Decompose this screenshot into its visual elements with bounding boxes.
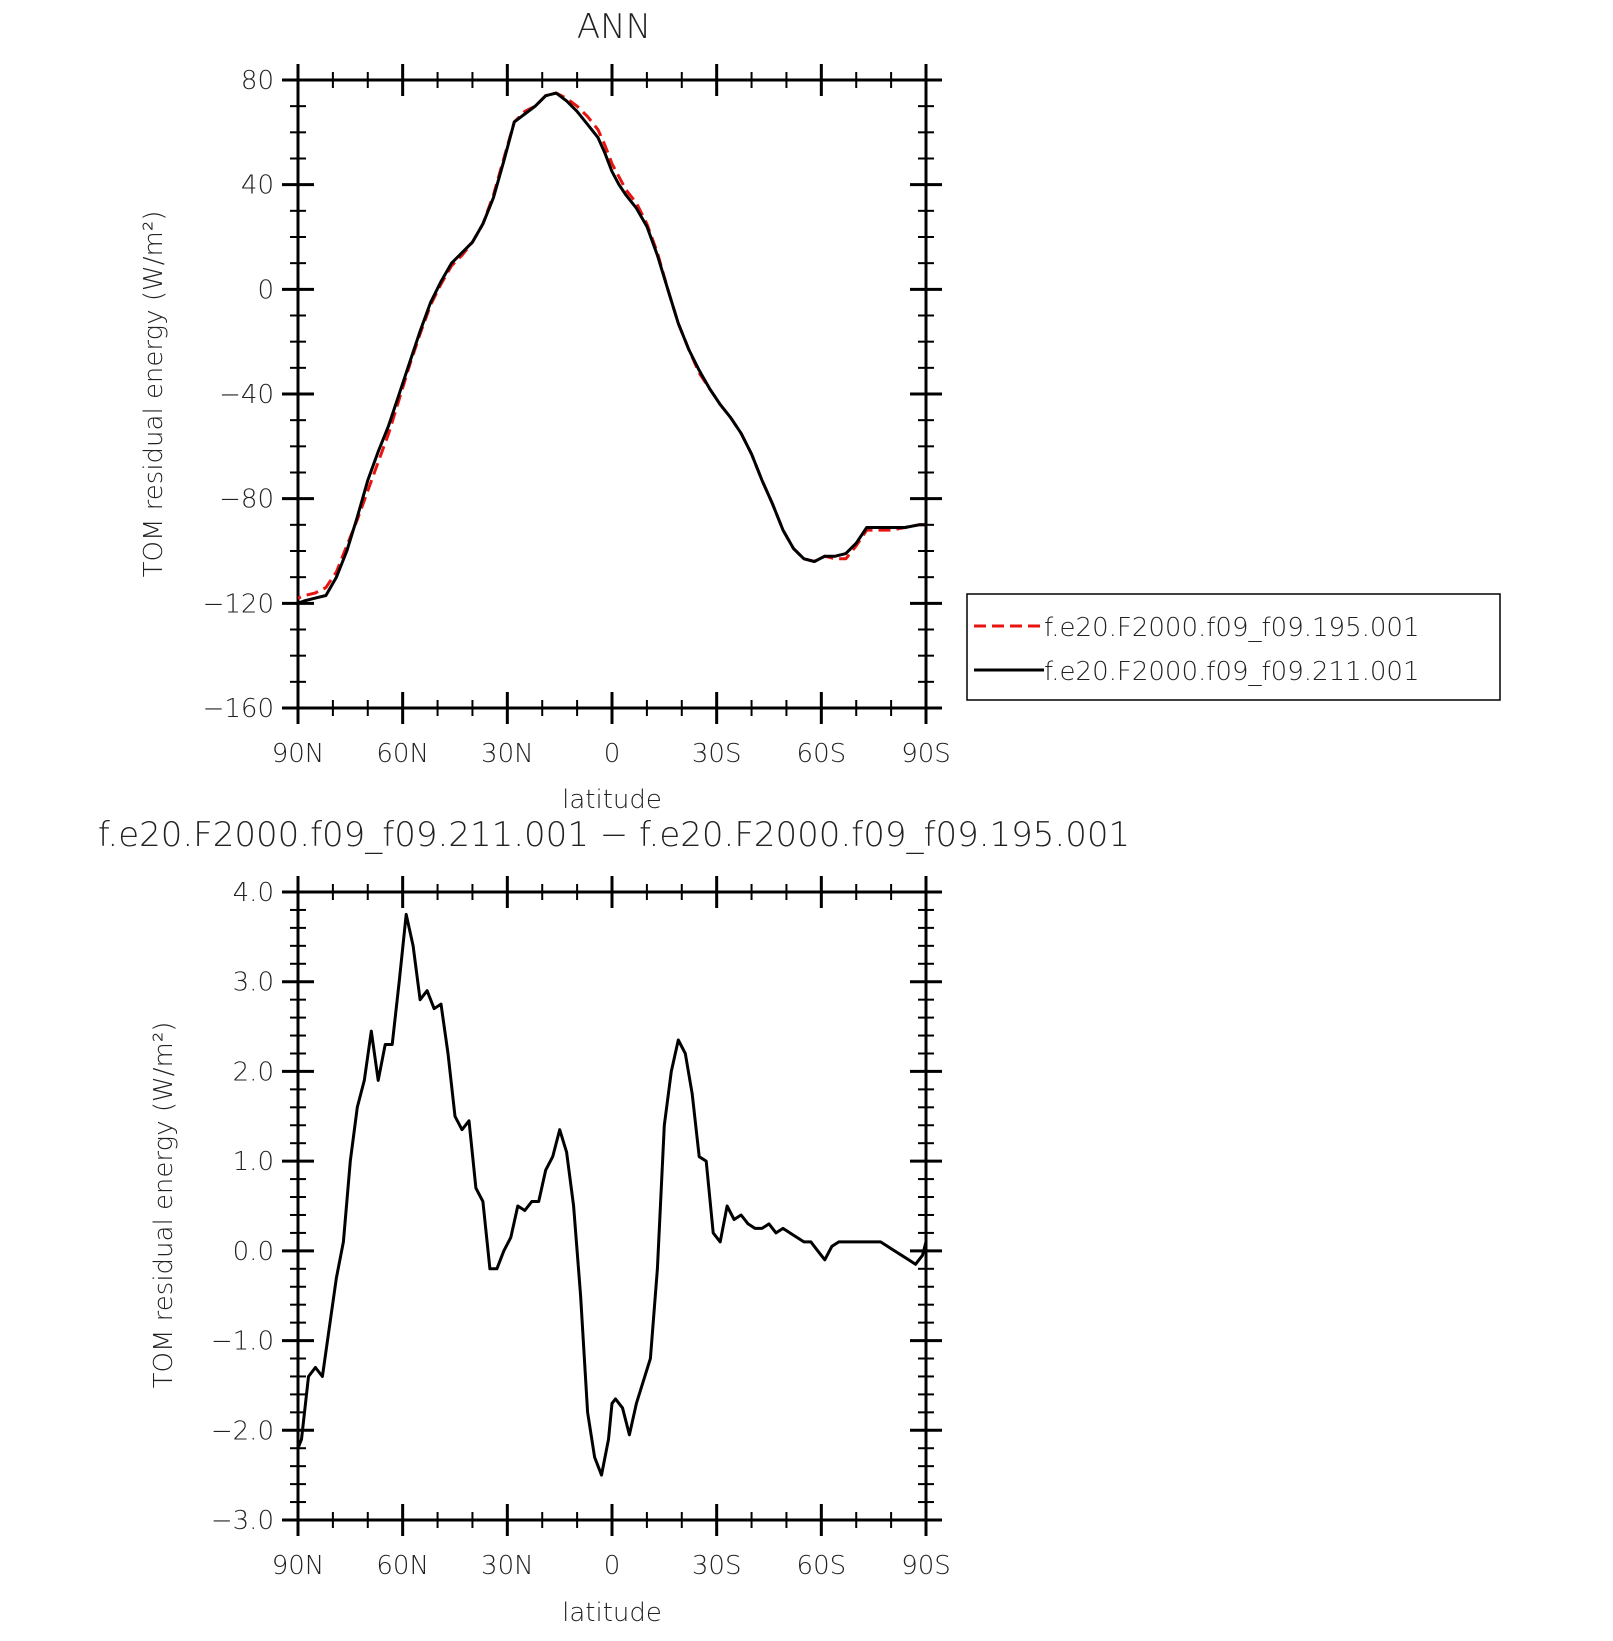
- top-y-tick-label: −160: [203, 694, 274, 724]
- top-y-tick-label: −40: [219, 380, 274, 410]
- top-x-tick-label: 60S: [797, 739, 847, 769]
- bottom-x-tick-label: 90N: [272, 1551, 325, 1581]
- top-y-axis-label: TOM residual energy (W/m²): [139, 211, 169, 578]
- legend-label-195: f.e20.F2000.f09_f09.195.001: [1044, 613, 1420, 643]
- bottom-y-tick-label: 4.0: [233, 878, 274, 908]
- bottom-x-tick-label: 30S: [692, 1551, 742, 1581]
- bottom-y-tick-label: −3.0: [211, 1506, 274, 1536]
- top-x-tick-label: 90S: [901, 739, 951, 769]
- bottom-x-tick-label: 60S: [797, 1551, 847, 1581]
- legend-label-211: f.e20.F2000.f09_f09.211.001: [1044, 657, 1420, 687]
- bottom-x-axis-label: latitude: [562, 1598, 662, 1628]
- top-y-tick-label: 40: [241, 171, 274, 201]
- top-x-tick-label: 30N: [481, 739, 534, 769]
- top-y-tick-labels: 80 40 0 −40 −80 −120 −160: [203, 66, 274, 724]
- top-x-tick-label: 90N: [272, 739, 325, 769]
- bottom-panel: f.e20.F2000.f09_f09.211.001 − f.e20.F200…: [98, 815, 1130, 1628]
- top-x-tick-label: 30S: [692, 739, 742, 769]
- bottom-axis-ticks: [282, 876, 942, 1536]
- top-x-tick-label: 0: [604, 739, 621, 769]
- bottom-y-axis-label: TOM residual energy (W/m²): [149, 1022, 179, 1389]
- top-y-tick-label: −120: [203, 589, 274, 619]
- bottom-x-tick-labels: 90N 60N 30N 0 30S 60S 90S: [272, 1551, 951, 1581]
- top-x-axis-label: latitude: [562, 785, 662, 815]
- top-panel: ANN 80 40 0 −40 −80 −120 −160 90N 60N 30N 0 30S 60S…: [139, 7, 951, 815]
- bottom-y-tick-label: 0.0: [233, 1237, 274, 1267]
- bottom-y-tick-label: 3.0: [233, 968, 274, 998]
- top-series-line-2: [297, 91, 926, 605]
- top-y-tick-label: 80: [241, 66, 274, 96]
- top-y-tick-label: 0: [257, 275, 274, 305]
- bottom-series-group: [296, 912, 928, 1477]
- bottom-y-tick-label: 1.0: [233, 1147, 274, 1177]
- bottom-x-tick-label: 90S: [901, 1551, 951, 1581]
- top-chart-title: ANN: [577, 7, 651, 47]
- top-series-group: [297, 91, 926, 605]
- bottom-y-tick-label: −1.0: [211, 1327, 274, 1357]
- bottom-x-tick-label: 60N: [376, 1551, 429, 1581]
- bottom-y-tick-labels: 4.0 3.0 2.0 1.0 0.0 −1.0 −2.0 −3.0: [211, 878, 274, 1536]
- bottom-chart-title: f.e20.F2000.f09_f09.211.001 − f.e20.F200…: [98, 815, 1130, 855]
- bottom-y-tick-label: 2.0: [233, 1057, 274, 1087]
- bottom-x-tick-label: 30N: [481, 1551, 534, 1581]
- top-x-tick-label: 60N: [376, 739, 429, 769]
- bottom-x-tick-label: 0: [604, 1551, 621, 1581]
- top-y-tick-label: −80: [219, 485, 274, 515]
- top-x-tick-labels: 90N 60N 30N 0 30S 60S 90S: [272, 739, 951, 769]
- bottom-plot-frame: [296, 890, 928, 1522]
- top-plot-frame: [296, 78, 928, 710]
- bottom-series-line-1: [296, 912, 928, 1477]
- legend-box: [966, 593, 1501, 701]
- legend: f.e20.F2000.f09_f09.195.001 f.e20.F2000.…: [966, 593, 1501, 701]
- bottom-y-tick-label: −2.0: [211, 1416, 274, 1446]
